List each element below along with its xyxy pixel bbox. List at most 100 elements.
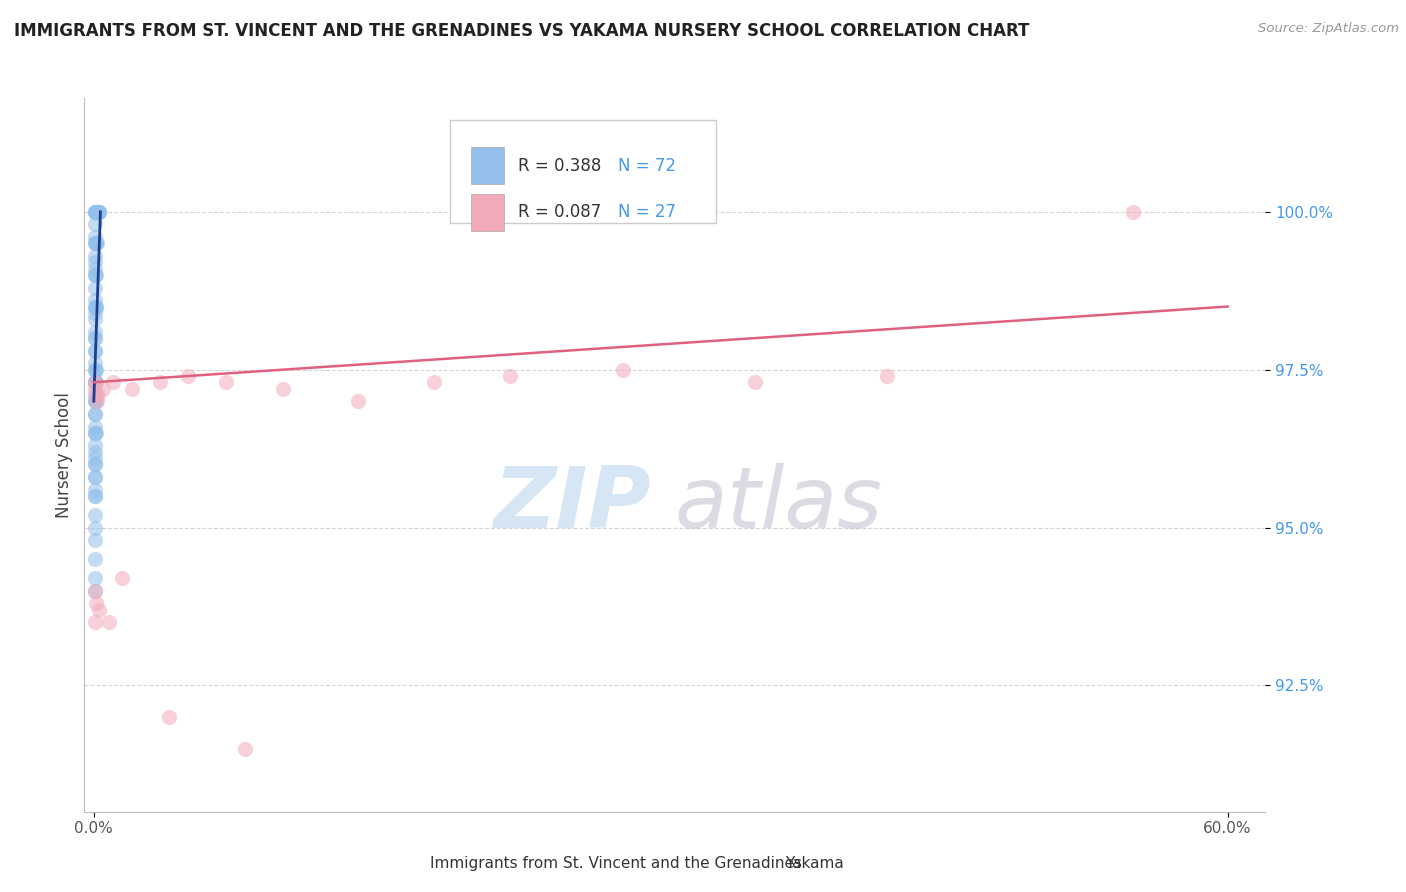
Point: [83, 388, 105, 402]
FancyBboxPatch shape: [752, 853, 778, 876]
Text: IMMIGRANTS FROM ST. VINCENT AND THE GRENADINES VS YAKAMA NURSERY SCHOOL CORRELAT: IMMIGRANTS FROM ST. VINCENT AND THE GREN…: [14, 22, 1029, 40]
Point: [87, 204, 110, 219]
Point: [84, 425, 107, 440]
Point: [83, 249, 105, 263]
Point: [86, 388, 108, 402]
Point: [83, 451, 105, 466]
Point: [87, 204, 110, 219]
Text: N = 27: N = 27: [619, 203, 676, 221]
Point: [83, 280, 105, 294]
Text: R = 0.087: R = 0.087: [517, 203, 600, 221]
Point: [84, 362, 107, 376]
Point: [83, 438, 105, 452]
Point: [876, 369, 898, 384]
Point: [84, 394, 107, 409]
Point: [149, 376, 172, 390]
Point: [84, 376, 107, 390]
Point: [84, 388, 107, 402]
Point: [97, 615, 120, 630]
Point: [86, 204, 108, 219]
Point: [215, 376, 238, 390]
Point: [83, 407, 105, 421]
Point: [84, 204, 107, 219]
Point: [84, 204, 107, 219]
Text: Source: ZipAtlas.com: Source: ZipAtlas.com: [1258, 22, 1399, 36]
Point: [83, 583, 105, 598]
Point: [83, 458, 105, 472]
Point: [84, 300, 107, 314]
FancyBboxPatch shape: [471, 194, 503, 231]
Point: [121, 382, 143, 396]
Point: [83, 343, 105, 358]
Point: [83, 293, 105, 308]
FancyBboxPatch shape: [450, 120, 716, 223]
Point: [84, 300, 107, 314]
Point: [83, 376, 105, 390]
Point: [83, 552, 105, 566]
Point: [83, 508, 105, 522]
Point: [612, 362, 634, 376]
Point: [83, 268, 105, 282]
Point: [347, 394, 370, 409]
Point: [84, 458, 107, 472]
Point: [83, 483, 105, 497]
Point: [83, 356, 105, 370]
Point: [83, 376, 105, 390]
Point: [83, 533, 105, 548]
Point: [177, 369, 200, 384]
Point: [84, 394, 107, 409]
Point: [83, 470, 105, 484]
Point: [84, 236, 107, 251]
Point: [86, 394, 108, 409]
Point: [233, 741, 256, 756]
Point: [84, 268, 107, 282]
Point: [86, 204, 108, 219]
Point: [84, 236, 107, 251]
Point: [84, 376, 107, 390]
Point: [89, 602, 111, 616]
Point: [83, 343, 105, 358]
Point: [498, 369, 520, 384]
Point: [83, 236, 105, 251]
Point: [84, 236, 107, 251]
Point: [83, 407, 105, 421]
Point: [83, 470, 105, 484]
Point: [84, 204, 107, 219]
FancyBboxPatch shape: [398, 853, 423, 876]
Point: [86, 204, 108, 219]
Point: [271, 382, 294, 396]
Point: [89, 204, 111, 219]
Point: [83, 218, 105, 232]
Point: [744, 376, 766, 390]
Point: [83, 325, 105, 339]
Point: [84, 300, 107, 314]
Text: Yakama: Yakama: [785, 856, 844, 871]
Point: [83, 419, 105, 434]
FancyBboxPatch shape: [471, 147, 503, 185]
Point: [83, 520, 105, 534]
Text: R = 0.388: R = 0.388: [517, 157, 602, 175]
Point: [83, 571, 105, 585]
Point: [84, 331, 107, 345]
Point: [83, 261, 105, 276]
Point: [423, 376, 446, 390]
Y-axis label: Nursery School: Nursery School: [55, 392, 73, 518]
Point: [84, 489, 107, 503]
Point: [83, 489, 105, 503]
Point: [83, 583, 105, 598]
Point: [1122, 204, 1144, 219]
Point: [83, 425, 105, 440]
Point: [83, 300, 105, 314]
Point: [83, 306, 105, 320]
Point: [84, 268, 107, 282]
Point: [83, 444, 105, 458]
Text: Immigrants from St. Vincent and the Grenadines: Immigrants from St. Vincent and the Gren…: [430, 856, 803, 871]
Point: [83, 312, 105, 326]
Point: [87, 204, 110, 219]
Point: [83, 204, 105, 219]
Point: [101, 376, 124, 390]
Point: [83, 376, 105, 390]
Point: [84, 615, 107, 630]
Point: [111, 571, 134, 585]
Point: [83, 331, 105, 345]
